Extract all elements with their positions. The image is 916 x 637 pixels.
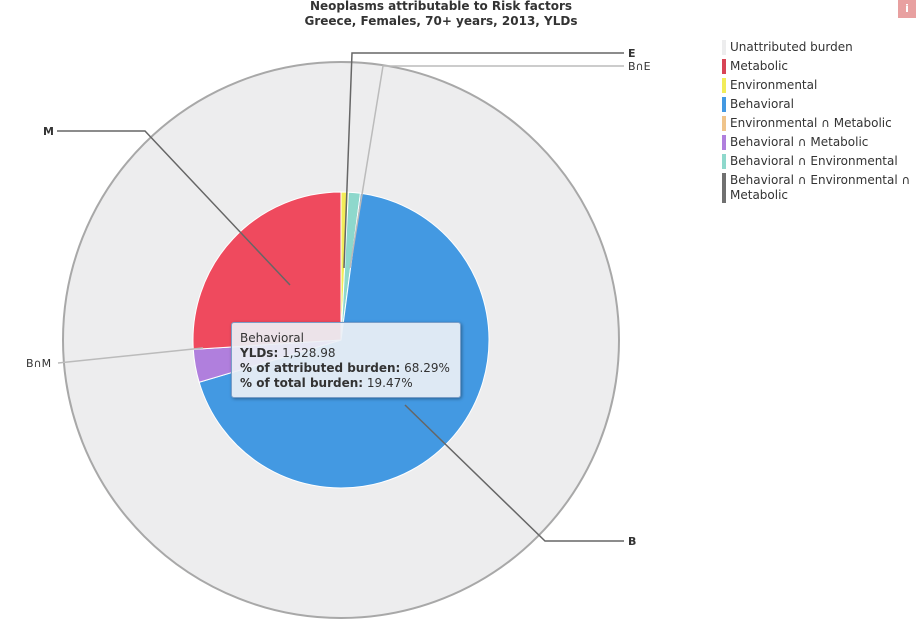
pie-slice-metabolic[interactable] [192, 191, 342, 350]
legend-item-behavioral-environmental-metabolic[interactable]: Behavioral ∩ Environmental ∩ Metabolic [722, 173, 916, 203]
tooltip-series-name: Behavioral [240, 331, 304, 345]
legend-item-metabolic[interactable]: Metabolic [722, 59, 916, 74]
legend-label: Behavioral [730, 97, 794, 111]
chart-title: Neoplasms attributable to Risk factors [310, 0, 572, 13]
tooltip-attr-value: 68.29% [404, 361, 450, 375]
callout-label-e: E [628, 47, 636, 60]
legend-swatch [722, 154, 726, 169]
callout-line-b [404, 404, 624, 542]
info-icon[interactable]: i [898, 0, 916, 18]
legend-label: Environmental ∩ Metabolic [730, 116, 892, 130]
callout-line-bm [57, 347, 204, 364]
tooltip-attr-row: % of attributed burden: 68.29% [240, 361, 452, 376]
legend-item-unattributed[interactable]: Unattributed burden [722, 40, 916, 55]
legend-item-behavioral-environmental[interactable]: Behavioral ∩ Environmental [722, 154, 916, 169]
legend-item-environmental[interactable]: Environmental [722, 78, 916, 93]
legend-item-behavioral-metabolic[interactable]: Behavioral ∩ Metabolic [722, 135, 916, 150]
legend-swatch [722, 173, 726, 203]
info-glyph: i [905, 2, 909, 15]
chart-legend: Unattributed burden Metabolic Environmen… [722, 40, 916, 207]
chart-tooltip: Behavioral YLDs: 1,528.98 % of attribute… [231, 322, 461, 398]
callout-label-b: B [628, 535, 636, 548]
tooltip-ylds-value: 1,528.98 [282, 346, 336, 360]
legend-swatch [722, 78, 726, 93]
tooltip-ylds-label: YLDs: [240, 346, 279, 360]
tooltip-total-row: % of total burden: 19.47% [240, 376, 452, 391]
legend-swatch [722, 59, 726, 74]
tooltip-total-value: 19.47% [366, 376, 413, 390]
legend-item-environmental-metabolic[interactable]: Environmental ∩ Metabolic [722, 116, 916, 131]
legend-label: Behavioral ∩ Metabolic [730, 135, 869, 149]
legend-label: Unattributed burden [730, 40, 853, 54]
legend-label: Environmental [730, 78, 818, 92]
tooltip-attr-label: % of attributed burden: [240, 361, 401, 375]
tooltip-ylds-row: YLDs: 1,528.98 [240, 346, 452, 361]
callout-line-be [349, 65, 624, 269]
legend-swatch [722, 97, 726, 112]
callout-label-m: M [43, 125, 54, 138]
legend-swatch [722, 135, 726, 150]
legend-label: Metabolic [730, 59, 789, 73]
callout-line-e [343, 52, 624, 269]
legend-label: Behavioral ∩ Environmental [730, 154, 898, 168]
legend-item-behavioral[interactable]: Behavioral [722, 97, 916, 112]
callout-label-be: B∩E [628, 60, 651, 73]
callout-label-bm: B∩M [26, 357, 51, 370]
legend-label: Behavioral ∩ Environmental ∩ Metabolic [730, 173, 911, 202]
tooltip-total-label: % of total burden: [240, 376, 364, 390]
chart-subtitle: Greece, Females, 70+ years, 2013, YLDs [305, 14, 578, 28]
legend-swatch [722, 40, 726, 55]
callout-line-m [57, 130, 291, 286]
legend-swatch [722, 116, 726, 131]
